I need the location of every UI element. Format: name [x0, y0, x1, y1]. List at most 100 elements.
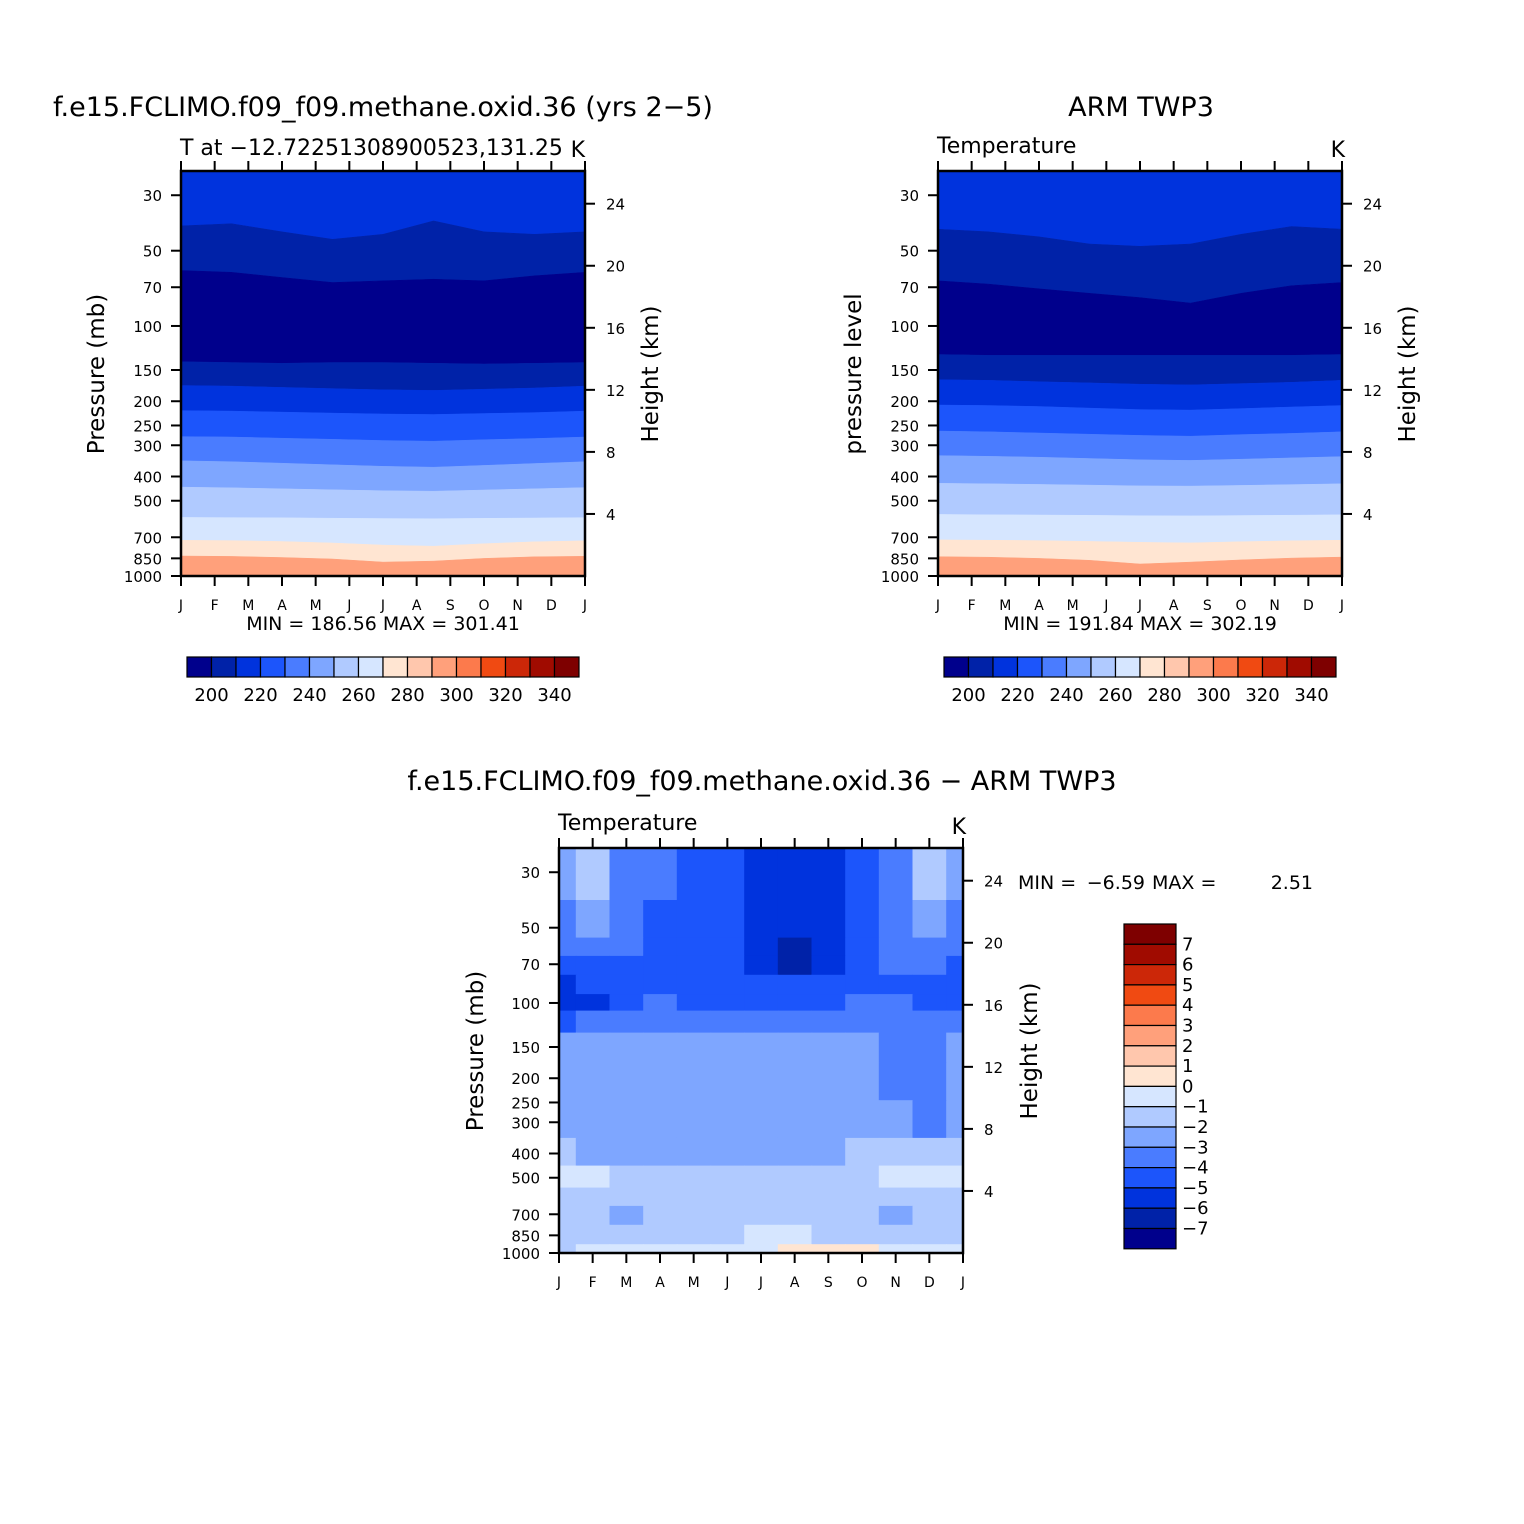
colorbar-swatch — [1065, 656, 1092, 678]
colorbar-label: 320 — [488, 685, 522, 706]
contour-cell — [710, 937, 745, 957]
panel-units-label: K — [1331, 138, 1346, 163]
contour-cell — [676, 1224, 712, 1245]
contour-cell — [744, 1137, 779, 1167]
contour-cell — [609, 1010, 644, 1034]
contour-cell — [575, 937, 611, 957]
colorbar-label: 240 — [1049, 685, 1083, 706]
contour-cell — [878, 955, 914, 976]
contour-cell — [676, 1187, 712, 1207]
contour-cell — [559, 1165, 577, 1189]
colorbar-swatch — [406, 656, 433, 678]
y-tick-label: 70 — [143, 279, 162, 297]
y2-tick-label: 16 — [984, 997, 1003, 1015]
x-tick-label: N — [512, 598, 522, 614]
contour-cell — [643, 848, 678, 901]
contour-cell — [710, 1244, 745, 1253]
x-tick-label: J — [935, 598, 940, 614]
colorbar-swatch — [210, 656, 237, 678]
contour-cell — [777, 955, 813, 976]
y-tick-label: 200 — [133, 393, 162, 411]
contour-cell — [845, 1224, 880, 1245]
contour-cell — [676, 1100, 712, 1139]
contour-cell — [777, 1187, 813, 1207]
contour-cell — [609, 1062, 644, 1101]
y-tick-label: 500 — [133, 493, 162, 511]
colorbar-swatch — [1310, 656, 1337, 678]
contour-cell — [575, 1205, 611, 1226]
x-tick-label: M — [620, 1275, 632, 1291]
x-tick-label: M — [310, 598, 322, 614]
colorbar-label: 220 — [243, 685, 277, 706]
x-tick-label: D — [924, 1275, 935, 1291]
contour-cell — [777, 994, 813, 1012]
contour-cell — [559, 1244, 577, 1253]
colorbar-swatch — [1123, 1207, 1177, 1230]
contour-cell — [845, 1032, 880, 1064]
contour-cell — [710, 1224, 745, 1245]
contour-cell — [559, 1187, 577, 1207]
y-tick-label: 500 — [890, 493, 919, 511]
contour-cell — [878, 1187, 914, 1207]
contour-cell — [676, 900, 712, 939]
x-tick-label: J — [582, 598, 587, 614]
x-tick-label: S — [446, 598, 455, 614]
colorbar-label: 300 — [1196, 685, 1230, 706]
contour-cell — [845, 1244, 880, 1253]
colorbar-label: 260 — [1098, 685, 1132, 706]
contour-cell — [609, 937, 644, 957]
y-tick-label: 50 — [900, 243, 919, 261]
y-tick-label: 30 — [143, 187, 162, 205]
colorbar-swatch — [1123, 1146, 1177, 1169]
x-tick-label: M — [242, 598, 254, 614]
colorbar-swatch — [1123, 1024, 1177, 1047]
contour-cell — [845, 900, 880, 939]
contour-cell — [559, 1062, 577, 1101]
contour-cell — [878, 1010, 914, 1034]
panel-units-label: K — [952, 815, 967, 840]
colorbar-swatch — [1123, 923, 1177, 945]
colorbar-swatch — [1123, 1106, 1177, 1128]
contour-cell — [912, 1205, 947, 1226]
contour-cell — [878, 1165, 914, 1189]
contour-cell — [777, 1244, 813, 1253]
model-temperature-panel: f.e15.FCLIMO.f09_f09.methane.oxid.36 (yr… — [53, 92, 713, 706]
y-tick-label: 300 — [511, 1114, 540, 1132]
y-tick-label: 150 — [133, 362, 162, 380]
y-tick-label: 30 — [521, 864, 540, 882]
y-tick-label: 1000 — [124, 568, 162, 586]
contour-cell — [912, 1062, 947, 1101]
contour-band — [938, 556, 1342, 576]
x-tick-label: J — [1103, 598, 1108, 614]
contour-cell — [559, 1224, 577, 1245]
colorbar-label: −7 — [1182, 1219, 1209, 1240]
contour-cell — [676, 1205, 712, 1226]
y-tick-label: 850 — [511, 1227, 540, 1245]
contour-cell — [845, 1165, 880, 1189]
contour-band — [181, 270, 585, 365]
colorbar-swatch — [504, 656, 531, 678]
contour-cell — [744, 900, 779, 939]
contour-cell — [811, 1137, 846, 1167]
contour-band — [938, 430, 1342, 461]
contour-cell — [643, 937, 678, 957]
contour-cell — [744, 1032, 779, 1064]
contour-cell — [912, 1137, 947, 1167]
colorbar-label: 260 — [341, 685, 375, 706]
colorbar-label: 240 — [292, 685, 326, 706]
colorbar-swatch — [1123, 984, 1177, 1006]
contour-cell — [643, 1244, 678, 1253]
colorbar-swatch — [1123, 1227, 1177, 1250]
max-value: 2.51 — [1271, 872, 1313, 894]
contour-cell — [609, 1032, 644, 1064]
contour-cell — [946, 1032, 963, 1064]
y2-tick-label: 16 — [606, 320, 625, 338]
contour-cell — [946, 1165, 963, 1189]
colorbar-swatch — [308, 656, 335, 678]
contour-cell — [878, 1032, 914, 1064]
y-tick-label: 250 — [890, 417, 919, 435]
colorbar-label: 6 — [1182, 955, 1193, 976]
x-tick-label: D — [1303, 598, 1314, 614]
contour-cell — [878, 1224, 914, 1245]
contour-cell — [912, 937, 947, 957]
